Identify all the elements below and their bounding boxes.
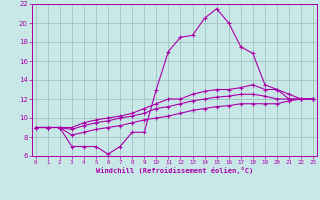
X-axis label: Windchill (Refroidissement éolien,°C): Windchill (Refroidissement éolien,°C) (96, 167, 253, 174)
